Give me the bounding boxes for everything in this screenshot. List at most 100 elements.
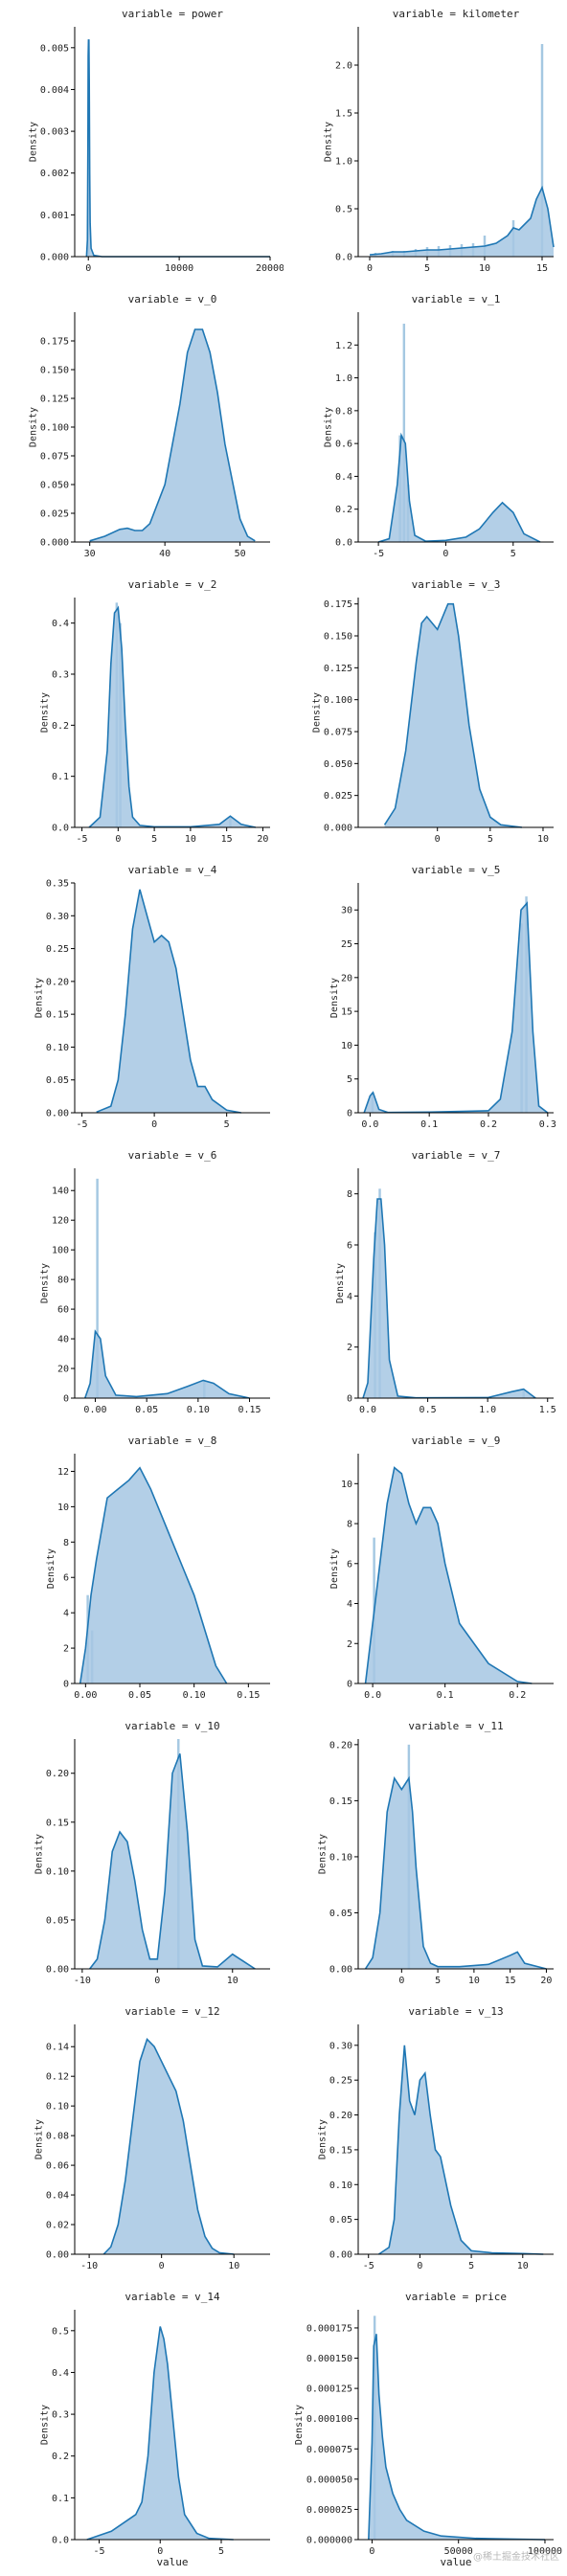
x-tick-label: 0.1: [437, 1690, 454, 1701]
y-axis-label: Density: [318, 2119, 329, 2159]
x-tick-label: 0.0: [361, 1119, 378, 1130]
x-tick-label: 20: [540, 1976, 552, 1986]
y-axis-label: Density: [40, 692, 51, 733]
facet-title: variable = v_8: [128, 1435, 217, 1447]
y-tick-label: 0.00: [329, 1965, 352, 1976]
y-tick-label: 0.175: [40, 337, 69, 348]
y-tick-label: 0.100: [40, 423, 69, 434]
y-tick-label: 0.100: [324, 695, 352, 706]
x-tick-label: 10: [468, 1976, 480, 1986]
y-axis-label: Density: [329, 978, 340, 1018]
density-line: [369, 185, 555, 256]
x-tick-label: 1.0: [479, 1405, 496, 1415]
facet-title: variable = v_3: [412, 578, 501, 591]
y-tick-label: 0.10: [329, 2181, 352, 2191]
y-tick-label: 0.175: [324, 599, 352, 610]
x-tick-label: 0: [157, 2546, 163, 2557]
x-tick-label: -5: [93, 2546, 104, 2557]
y-axis-label: Density: [29, 122, 39, 162]
density-area: [86, 39, 270, 257]
facet-panel-8: variable = v_6 0.00 0.05 0.10 0.15 0 20 40 60 80 1…: [0, 1141, 284, 1427]
x-tick-label: 0.05: [128, 1690, 151, 1701]
density-line: [364, 1775, 547, 1970]
y-axis-label: Density: [34, 978, 45, 1018]
y-tick-label: 120: [52, 1216, 69, 1227]
y-tick-label: 0.000: [324, 824, 352, 834]
density-area: [365, 1467, 533, 1683]
x-tick-label: 5: [224, 1119, 230, 1130]
facet-panel-13: variable = v_11 0 5 10 15 20 0.00 0.05 0.10 0.15 0…: [284, 1712, 567, 1998]
facet-chart-8: variable = v_6 0.00 0.05 0.10 0.15 0 20 40 60 80 1…: [40, 1149, 270, 1415]
x-tick-label: 0.15: [237, 1690, 260, 1701]
x-tick-label: 20000: [256, 263, 284, 274]
x-tick-label: 40: [159, 549, 170, 559]
density-area: [378, 2045, 544, 2254]
y-tick-label: 0.000150: [306, 2354, 352, 2364]
facet-title: variable = v_13: [408, 2005, 503, 2018]
y-tick-label: 0.000: [40, 253, 69, 263]
y-tick-label: 0.075: [324, 728, 352, 738]
y-tick-label: 0.001: [40, 211, 69, 221]
y-tick-label: 8: [63, 1538, 69, 1548]
y-tick-label: 0.125: [40, 395, 69, 405]
density-line: [96, 889, 241, 1114]
y-tick-label: 0.025: [40, 509, 69, 520]
y-tick-label: 2: [347, 1639, 352, 1650]
x-tick-label: 10: [517, 2261, 529, 2271]
x-tick-label: 0.00: [83, 1405, 106, 1415]
density-line: [383, 602, 523, 828]
y-tick-label: 1.5: [335, 109, 352, 120]
facet-chart-17: variable = price 0 50000 100000 0.000000 0.00…: [294, 2291, 562, 2568]
y-tick-label: 0.5: [335, 205, 352, 215]
facet-title: variable = price: [405, 2291, 507, 2303]
y-tick-label: 0.00: [46, 1965, 69, 1976]
y-tick-label: 0.150: [40, 366, 69, 376]
y-tick-label: 0.05: [329, 2215, 352, 2226]
x-tick-label: 0.3: [539, 1119, 556, 1130]
density-line: [86, 2326, 234, 2541]
y-axis-label: Density: [40, 2405, 51, 2445]
y-axis-label: Density: [46, 1548, 57, 1589]
y-tick-label: 2: [63, 1644, 69, 1655]
y-tick-label: 8: [347, 1520, 352, 1530]
x-tick-label: 0: [159, 2261, 165, 2271]
y-tick-label: 0.35: [46, 879, 69, 890]
x-axis-label: value: [440, 2556, 471, 2568]
y-tick-label: 0.25: [46, 944, 69, 955]
facet-panel-5: variable = v_3 0 5 10 0.000 0.025 0.050 0.075 0.…: [284, 571, 567, 856]
x-axis-label: value: [156, 2556, 188, 2568]
facet-title: variable = v_10: [125, 1720, 219, 1732]
density-area: [378, 435, 540, 542]
x-tick-label: 0: [369, 2546, 374, 2557]
y-tick-label: 0: [63, 1680, 69, 1690]
density-area: [370, 188, 554, 257]
hist-bar: [402, 324, 406, 542]
y-tick-label: 8: [347, 1189, 352, 1200]
x-tick-label: 0.2: [509, 1690, 526, 1701]
x-tick-label: 5: [468, 2261, 474, 2271]
facet-chart-16: variable = v_14 -5 0 5 0.0 0.1 0.2 0.3 0.4 0.5 Den…: [40, 2291, 270, 2568]
x-tick-label: 50000: [444, 2546, 473, 2557]
y-tick-label: 0.15: [329, 1796, 352, 1807]
facet-chart-1: variable = kilometer 0 5 10 15 0.0 0.5 1.0 1.5 2.…: [324, 8, 555, 274]
x-tick-label: 0.10: [187, 1405, 210, 1415]
density-area: [96, 889, 241, 1113]
density-area: [368, 2334, 545, 2540]
density-line: [364, 1466, 533, 1684]
x-tick-label: 5: [424, 263, 430, 274]
y-tick-label: 0.0: [52, 2536, 69, 2546]
facet-panel-7: variable = v_5 0.0 0.1 0.2 0.3 0 5 10 15 20 25 30 De…: [284, 856, 567, 1141]
y-tick-label: 0.15: [46, 1010, 69, 1021]
density-area: [365, 1777, 547, 1969]
y-tick-label: 0.06: [46, 2161, 69, 2172]
y-axis-label: Density: [40, 1263, 51, 1303]
x-tick-label: 20: [257, 834, 268, 845]
y-axis-label: Density: [34, 2119, 45, 2159]
y-tick-label: 0.10: [329, 1852, 352, 1863]
y-tick-label: 100: [52, 1246, 69, 1256]
y-tick-label: 0: [347, 1109, 352, 1119]
x-tick-label: 0.0: [359, 1405, 376, 1415]
y-axis-label: Density: [294, 2405, 305, 2445]
facet-title: variable = v_7: [412, 1149, 501, 1162]
y-tick-label: 0.002: [40, 169, 69, 179]
